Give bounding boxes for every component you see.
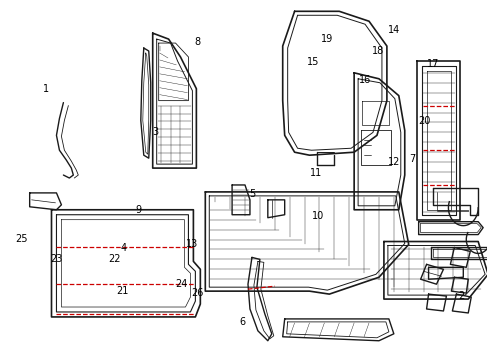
Text: 24: 24 [175,279,187,289]
Text: 17: 17 [426,59,438,69]
Text: 11: 11 [309,168,322,178]
Text: 6: 6 [239,317,245,327]
Text: 23: 23 [50,253,62,264]
Text: 1: 1 [43,84,49,94]
Text: 13: 13 [186,239,198,249]
Text: 22: 22 [108,253,121,264]
Text: 7: 7 [408,154,415,163]
Text: 20: 20 [417,116,430,126]
Text: 12: 12 [387,157,399,167]
Text: 4: 4 [121,243,126,253]
Text: 14: 14 [387,25,399,35]
Text: 5: 5 [249,189,255,199]
Text: 21: 21 [116,286,128,296]
Text: 8: 8 [194,37,200,48]
Text: 9: 9 [135,205,141,215]
Text: 2: 2 [457,291,463,301]
Text: 19: 19 [321,34,333,44]
Text: 26: 26 [191,288,203,297]
Text: 3: 3 [152,127,158,137]
Text: 18: 18 [371,46,384,57]
Text: 25: 25 [16,234,28,244]
Text: 16: 16 [358,75,370,85]
Text: 10: 10 [312,211,324,221]
Text: 15: 15 [306,57,318,67]
